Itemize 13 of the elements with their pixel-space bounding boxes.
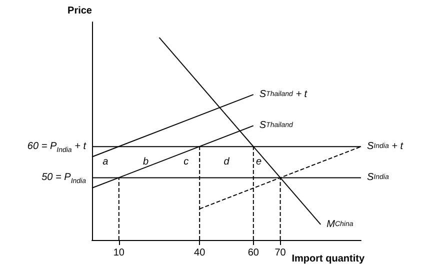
annotation: d (224, 156, 230, 168)
x-tick-label: 10 (113, 248, 125, 258)
y-tick-label: 60 = P$_{India}$ + t (27, 140, 86, 156)
x-tick-label: 60 (248, 248, 260, 258)
annotation: a (102, 156, 109, 168)
y-axis-title: Price (68, 6, 92, 16)
annotation: b (143, 156, 150, 168)
x-tick-label: 70 (274, 248, 286, 258)
y-tick-label: 50 = P$_{India}$ (42, 170, 86, 187)
x-tick-label: 40 (194, 248, 206, 258)
x-axis-title: Import quantity (292, 254, 365, 264)
annotation: c (184, 156, 189, 168)
annotation: e (256, 156, 262, 168)
